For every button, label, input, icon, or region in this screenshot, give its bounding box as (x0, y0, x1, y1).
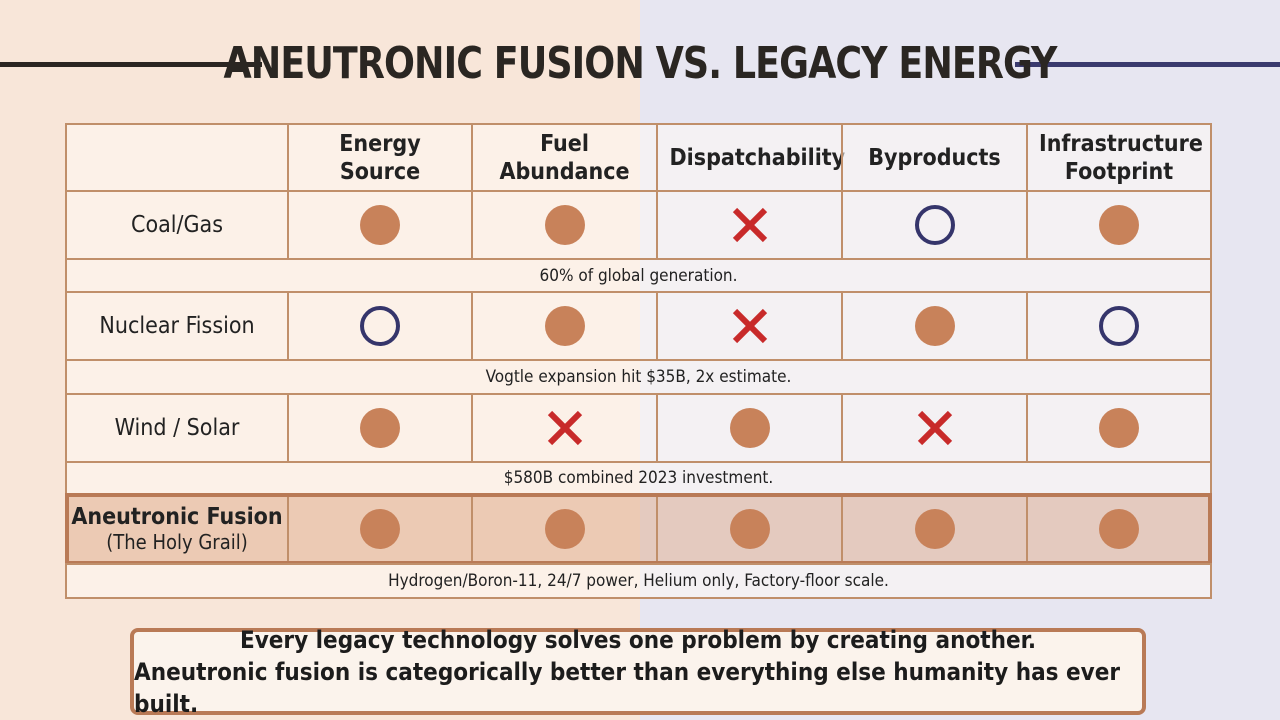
row-note-cell: 60% of global generation. (65, 258, 1212, 293)
rating-cell (656, 393, 843, 463)
row-note: 60% of global generation. (539, 265, 738, 286)
cross-symbol (917, 410, 952, 446)
rating-cell (656, 493, 843, 565)
row-note: $580B combined 2023 investment. (503, 468, 774, 488)
rating-cell (471, 190, 658, 260)
filled-symbol (544, 306, 585, 346)
filled-symbol (729, 408, 770, 448)
row-note: Vogtle expansion hit $35B, 2x estimate. (485, 367, 792, 387)
title: ANEUTRONIC FUSION VS. LEGACY ENERGY (223, 38, 1057, 89)
rating-cell (1026, 190, 1212, 260)
rating-cell (656, 291, 843, 361)
filled-symbol (544, 509, 585, 549)
filled-symbol (729, 509, 770, 549)
row-label-cell: Coal/Gas (65, 190, 289, 260)
rating-cell (471, 393, 658, 463)
rating-cell (471, 493, 658, 565)
filled-symbol (1099, 205, 1139, 245)
column-header: Energy Source (339, 130, 421, 185)
title-rule (1015, 62, 1280, 67)
header-cell: Dispatchability (656, 123, 846, 192)
rating-cell (841, 190, 1028, 260)
row-label: Nuclear Fission (99, 313, 255, 339)
filled-symbol (914, 306, 955, 346)
rating-cell (1026, 393, 1212, 463)
header-cell: Energy Source (287, 123, 473, 192)
rating-cell (287, 393, 473, 463)
filled-symbol (1099, 509, 1139, 549)
cross-symbol (732, 207, 767, 243)
row-note-cell: Vogtle expansion hit $35B, 2x estimate. (65, 359, 1212, 395)
filled-symbol (914, 509, 955, 549)
header-cell: Infrastructure Footprint (1026, 123, 1212, 192)
header-cell: Fuel Abundance (471, 123, 658, 192)
header-cell: Byproducts (841, 123, 1028, 192)
column-header: Dispatchability (669, 144, 846, 171)
row-label: Coal/Gas (130, 212, 223, 238)
rating-cell (656, 190, 843, 260)
footer: Every legacy technology solves one probl… (130, 626, 1146, 718)
rating-cell (287, 190, 473, 260)
row-label: Aneutronic Fusion (71, 504, 283, 530)
open-symbol (360, 306, 400, 346)
cross-symbol (547, 410, 582, 446)
row-note-cell: $580B combined 2023 investment. (65, 461, 1212, 495)
open-symbol (1099, 306, 1139, 346)
title-rule (0, 62, 262, 67)
filled-symbol (360, 509, 400, 549)
column-header: Fuel Abundance (499, 130, 630, 185)
column-header: Infrastructure Footprint (1039, 130, 1203, 185)
filled-symbol (544, 205, 585, 245)
rating-cell (841, 291, 1028, 361)
header-cell (65, 123, 289, 192)
row-label-cell: Aneutronic Fusion (The Holy Grail) (65, 493, 289, 565)
filled-symbol (360, 205, 400, 245)
open-symbol (914, 205, 955, 245)
row-label-cell: Nuclear Fission (65, 291, 289, 361)
rating-cell (471, 291, 658, 361)
row-note: Hydrogen/Boron-11, 24/7 power, Helium on… (388, 571, 889, 591)
filled-symbol (360, 408, 400, 448)
rating-cell (1026, 291, 1212, 361)
footer-line: Every legacy technology solves one probl… (239, 625, 1037, 654)
rating-cell (287, 291, 473, 361)
rating-cell (841, 393, 1028, 463)
row-label: Wind / Solar (114, 415, 240, 441)
row-sublabel: (The Holy Grail) (106, 530, 248, 554)
row-note-cell: Hydrogen/Boron-11, 24/7 power, Helium on… (65, 563, 1212, 599)
rating-cell (1026, 493, 1212, 565)
highlight-frame (65, 493, 1212, 565)
filled-symbol (1099, 408, 1139, 448)
column-header: Byproducts (868, 144, 1001, 171)
row-label-cell: Wind / Solar (65, 393, 289, 463)
cross-symbol (732, 308, 767, 344)
footer-line: Aneutronic fusion is categorically bette… (134, 657, 1121, 718)
